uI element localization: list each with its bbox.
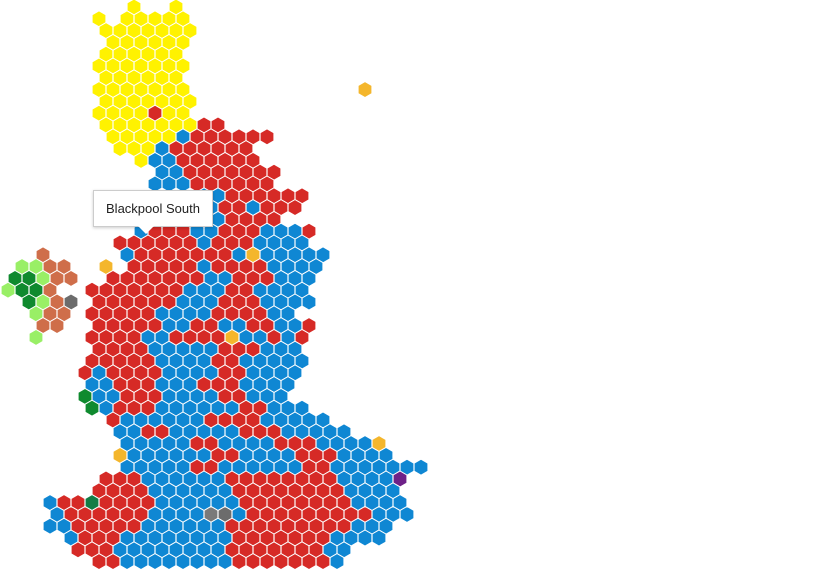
constituency-hex: [399, 505, 415, 523]
constituency-hex: [189, 553, 205, 571]
constituency-hex: [119, 553, 135, 571]
constituency-hex: [70, 541, 86, 559]
constituency-hex: [371, 529, 387, 547]
constituency-hex: [259, 553, 275, 571]
constituency-hex: [357, 81, 373, 99]
constituency-hex: [273, 553, 289, 571]
constituency-hex: [203, 553, 219, 571]
constituency-hex: [301, 293, 317, 311]
constituency-hex: [245, 553, 261, 571]
constituency-hex: [161, 553, 177, 571]
constituency-hex: [42, 517, 58, 535]
constituency-hex: [0, 281, 16, 299]
constituency-hex: [63, 269, 79, 287]
constituency-hex: [287, 199, 303, 217]
constituency-hex: [105, 553, 121, 571]
constituency-hex: [28, 328, 44, 346]
constituency-hex: [91, 553, 107, 571]
constituency-hex: [259, 128, 275, 146]
constituency-hex: [357, 529, 373, 547]
constituency-hex: [84, 399, 100, 417]
constituency-hex: [287, 553, 303, 571]
constituency-hex: [175, 553, 191, 571]
constituency-hex: [231, 553, 247, 571]
constituency-hex: [413, 458, 429, 476]
hex-map: [0, 0, 429, 571]
constituency-hex: [329, 553, 345, 571]
tooltip: Blackpool South: [93, 190, 213, 234]
constituency-hex: [112, 140, 128, 158]
constituency-hex: [301, 553, 317, 571]
constituency-hex: [133, 553, 149, 571]
constituency-hex: [217, 553, 233, 571]
constituency-hex: [133, 151, 149, 169]
constituency-hex: [147, 553, 163, 571]
constituency-hex: [49, 317, 65, 335]
constituency-hex: [315, 553, 331, 571]
